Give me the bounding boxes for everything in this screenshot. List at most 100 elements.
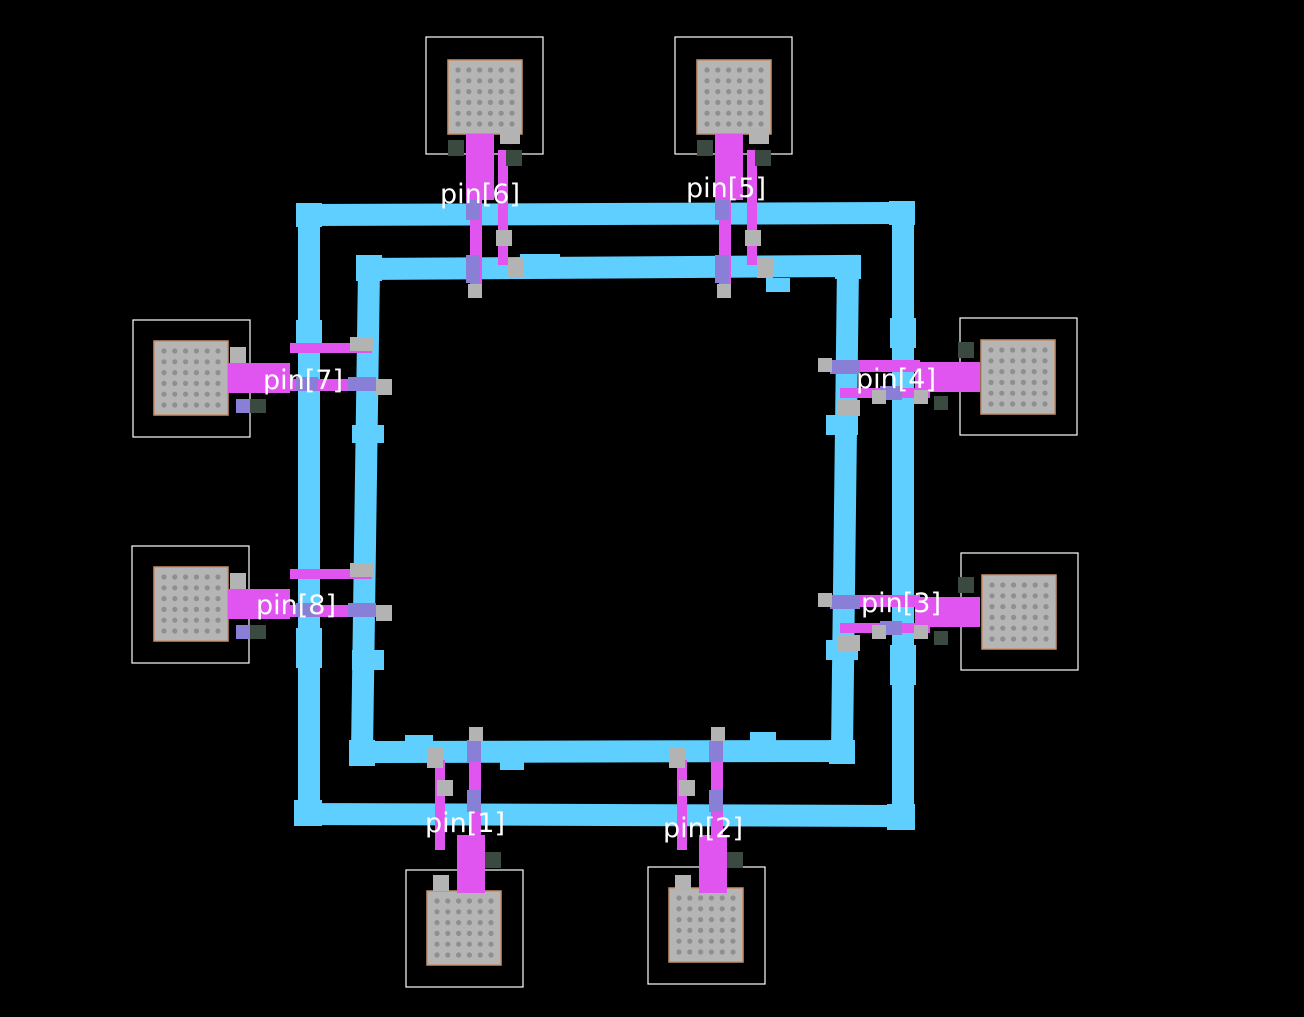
contact bbox=[697, 140, 713, 156]
pad-body-pin1 bbox=[426, 890, 502, 966]
via bbox=[296, 603, 318, 617]
connector-pin8 bbox=[228, 563, 392, 639]
contact bbox=[506, 150, 522, 166]
pad-body-pin3 bbox=[981, 574, 1057, 650]
contact bbox=[508, 258, 524, 278]
pad-cells bbox=[131, 36, 1079, 988]
contact bbox=[350, 337, 374, 351]
pad-pin1 bbox=[405, 869, 524, 988]
pad-body-pin5 bbox=[696, 59, 772, 135]
connector-pin5 bbox=[697, 128, 773, 298]
contact bbox=[914, 625, 928, 639]
contact bbox=[872, 390, 886, 404]
contact bbox=[818, 358, 832, 372]
via bbox=[467, 740, 481, 762]
contact bbox=[496, 230, 512, 246]
contact bbox=[485, 852, 501, 868]
via bbox=[467, 790, 481, 812]
strap bbox=[228, 363, 290, 393]
contact bbox=[468, 284, 482, 298]
strap bbox=[915, 597, 980, 627]
via bbox=[715, 200, 729, 220]
contact bbox=[350, 563, 374, 577]
via bbox=[830, 595, 860, 609]
pad-via-array-pin4 bbox=[988, 347, 1048, 407]
contact bbox=[250, 625, 266, 639]
pad-via-array-pin8 bbox=[161, 574, 221, 634]
contact bbox=[958, 577, 974, 593]
pad-pin5 bbox=[674, 36, 793, 155]
pad-via-array-pin5 bbox=[704, 67, 764, 127]
contact bbox=[448, 140, 464, 156]
pin-label-5: pin[5] bbox=[686, 173, 766, 204]
via bbox=[709, 790, 723, 812]
contact bbox=[749, 128, 769, 144]
contact bbox=[230, 347, 246, 363]
connector-pin2 bbox=[669, 727, 743, 893]
pin-labels: pin[1] pin[2] pin[3] pin[4] pin[5] pin[6… bbox=[256, 173, 941, 844]
contact bbox=[757, 258, 773, 278]
contact bbox=[427, 748, 443, 768]
strap bbox=[747, 150, 757, 265]
contact bbox=[934, 631, 948, 645]
via bbox=[830, 360, 860, 374]
pad-pin8 bbox=[131, 545, 250, 664]
strap bbox=[715, 134, 743, 200]
pad-body-pin4 bbox=[980, 339, 1056, 415]
contact bbox=[934, 396, 948, 410]
via bbox=[236, 625, 250, 639]
connector-pin1 bbox=[427, 727, 501, 893]
pin-label-3: pin[3] bbox=[861, 588, 941, 619]
pad-pin3 bbox=[960, 552, 1079, 671]
contact bbox=[250, 399, 266, 413]
contact bbox=[838, 635, 860, 651]
contact bbox=[755, 150, 771, 166]
via bbox=[466, 200, 480, 220]
contact bbox=[437, 780, 453, 796]
pad-via-array-pin7 bbox=[161, 348, 221, 408]
connector-pin7 bbox=[228, 337, 392, 413]
contact bbox=[469, 727, 483, 741]
strap bbox=[466, 134, 494, 200]
contact bbox=[727, 852, 743, 868]
pad-body-pin2 bbox=[668, 887, 744, 963]
via bbox=[296, 377, 318, 391]
strap bbox=[290, 569, 372, 579]
contact bbox=[711, 727, 725, 741]
contact bbox=[745, 230, 761, 246]
via bbox=[348, 603, 376, 617]
pin-label-4: pin[4] bbox=[856, 364, 936, 395]
strap bbox=[915, 362, 980, 392]
connector-pin4 bbox=[818, 342, 980, 416]
strap bbox=[498, 150, 508, 265]
via bbox=[236, 399, 250, 413]
contact bbox=[675, 875, 691, 891]
connector-pin3 bbox=[818, 577, 980, 651]
pin-label-1: pin[1] bbox=[425, 808, 505, 839]
connector-pin6 bbox=[448, 128, 524, 298]
contact bbox=[838, 400, 860, 416]
contact bbox=[230, 573, 246, 589]
via bbox=[466, 255, 480, 283]
pad-via-array-pin6 bbox=[455, 67, 515, 127]
contact bbox=[914, 390, 928, 404]
contact bbox=[958, 342, 974, 358]
pin-label-7: pin[7] bbox=[263, 365, 343, 396]
pin-label-2: pin[2] bbox=[663, 813, 743, 844]
pin-label-6: pin[6] bbox=[440, 179, 520, 210]
pad-via-array-pin1 bbox=[434, 898, 494, 958]
pin-label-8: pin[8] bbox=[256, 590, 336, 621]
contact bbox=[717, 284, 731, 298]
contact bbox=[872, 625, 886, 639]
contact bbox=[669, 748, 685, 768]
pad-via-array-pin3 bbox=[989, 582, 1049, 642]
pad-body-pin8 bbox=[153, 566, 229, 642]
contact bbox=[433, 875, 449, 891]
pad-via-array-pin2 bbox=[676, 895, 736, 955]
strap bbox=[228, 589, 290, 619]
pad-pin4 bbox=[959, 317, 1078, 436]
contact bbox=[679, 780, 695, 796]
strap bbox=[435, 760, 445, 850]
contact bbox=[376, 605, 392, 621]
